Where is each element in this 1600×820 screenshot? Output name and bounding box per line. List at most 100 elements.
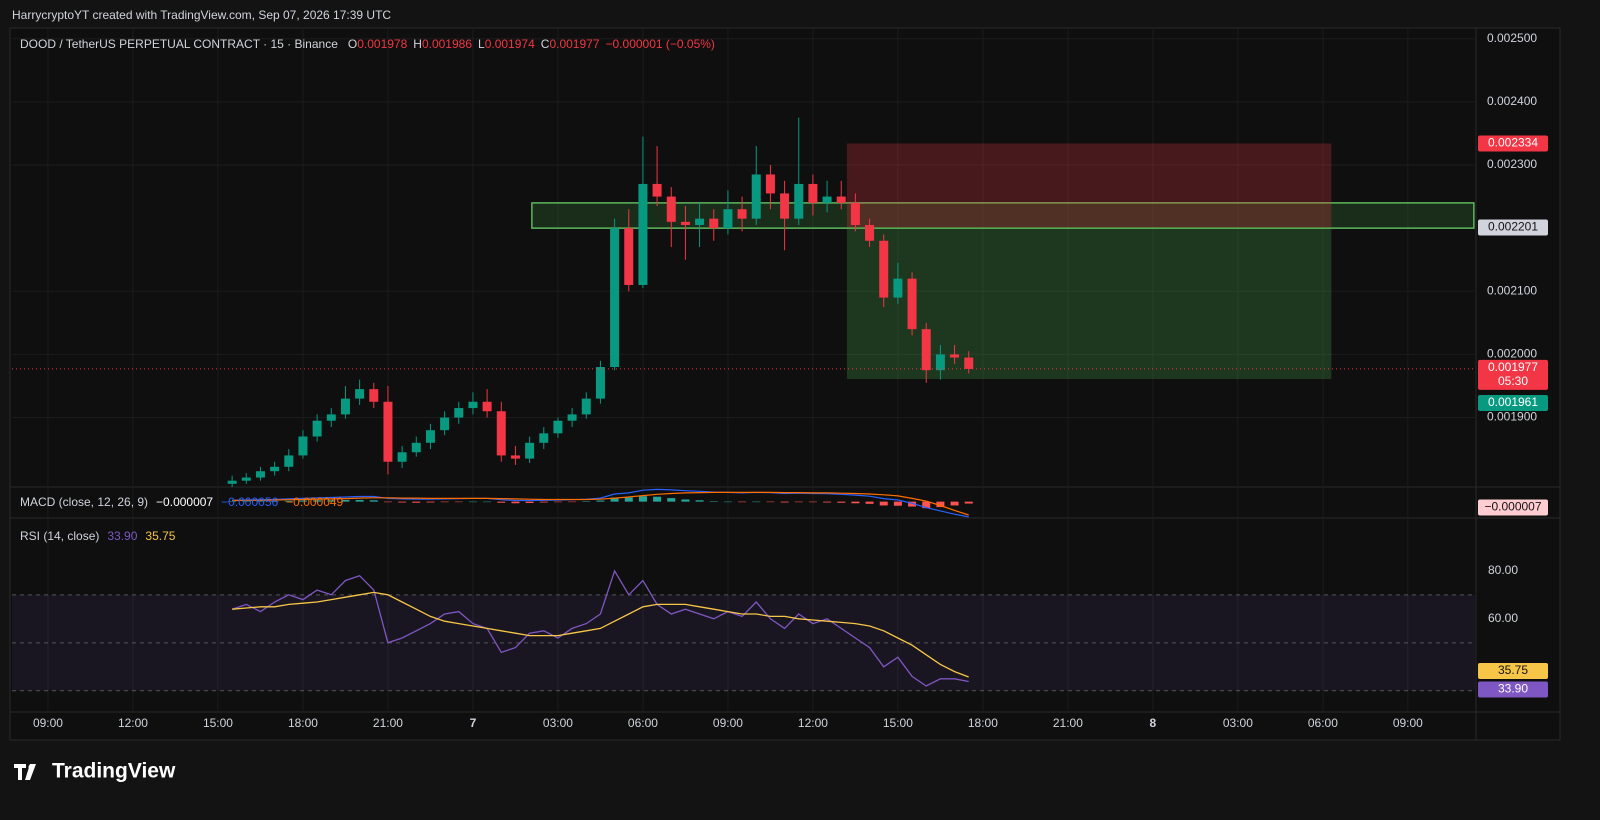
macd-histogram-bar	[624, 497, 633, 502]
macd-value-label: −0.000007	[1484, 500, 1541, 514]
macd-histogram-bar	[823, 501, 832, 503]
candle-body	[751, 174, 761, 219]
chart-frame	[9, 27, 1561, 741]
stop-price-label-bg	[1478, 135, 1548, 152]
candle-body	[270, 466, 280, 472]
entry-price-label-bg	[1478, 219, 1548, 236]
candle-body	[298, 436, 308, 456]
x-tick-label: 03:00	[543, 716, 573, 730]
macd-histogram-bar	[723, 501, 732, 503]
signal-line	[232, 491, 969, 516]
ohlc-value: 0.001986	[422, 37, 472, 51]
macd-histogram-bar	[242, 501, 251, 502]
macd-histogram-bar	[497, 501, 506, 503]
x-tick-label: 15:00	[883, 716, 913, 730]
candle-body	[822, 196, 832, 203]
x-tick-label: 06:00	[628, 716, 658, 730]
x-tick-label: 18:00	[288, 716, 318, 730]
macd-histogram-bar	[398, 501, 407, 503]
rsi-value: 33.90	[107, 529, 137, 543]
macd-histogram-bar	[936, 501, 945, 508]
candle-body	[454, 408, 464, 418]
macd-histogram-bar	[454, 501, 463, 503]
candle-body	[935, 354, 945, 371]
candle-body	[425, 430, 435, 443]
candle-body	[255, 471, 265, 478]
x-tick-label: 09:00	[713, 716, 743, 730]
logo-text: TradingView	[52, 760, 176, 783]
candle-body	[879, 240, 889, 298]
macd-histogram-bar	[808, 501, 817, 503]
macd-histogram-bar	[568, 501, 577, 503]
macd-line	[232, 488, 969, 518]
candle-body	[525, 442, 535, 459]
y-tick-label: 0.002300	[1487, 157, 1537, 171]
y-tick-label: 0.002100	[1487, 283, 1537, 297]
y-tick-label: 0.002000	[1487, 347, 1537, 361]
candle-body	[610, 228, 620, 368]
macd-histogram-bar	[709, 501, 718, 502]
rsi-ma-line	[232, 591, 969, 678]
candle-body	[921, 329, 931, 371]
candle-body	[723, 209, 733, 229]
rsi-tick-label: 80.00	[1488, 563, 1518, 577]
ohlc-label: C	[541, 37, 550, 51]
macd-histogram-bar	[752, 501, 761, 503]
candle-body	[595, 367, 605, 399]
macd-histogram-bar	[582, 501, 591, 502]
candle-body	[553, 420, 563, 434]
candle-body	[836, 196, 846, 203]
candle-body	[581, 398, 591, 415]
macd-histogram-bar	[327, 500, 336, 502]
macd-histogram-bar	[780, 501, 789, 503]
chart-legend: DOOD / TetherUS PERPETUAL CONTRACT · 15 …	[20, 37, 715, 51]
macd-histogram-bar	[553, 501, 562, 503]
candle-body	[950, 354, 960, 358]
symbol-title: DOOD / TetherUS PERPETUAL CONTRACT · 15 …	[20, 37, 338, 51]
ohlc-label: O	[348, 37, 357, 51]
stop-price-label: 0.002334	[1488, 136, 1538, 150]
candle-body	[907, 278, 917, 330]
candle-body	[567, 414, 577, 421]
macd-histogram-bar	[681, 499, 690, 502]
candle-body	[638, 183, 648, 285]
candle-body	[794, 183, 804, 219]
target-zone	[846, 227, 1332, 380]
candle-body	[340, 398, 350, 415]
candle-body	[652, 183, 662, 197]
macd-histogram-bar	[879, 501, 888, 506]
macd-histogram-bar	[383, 501, 392, 503]
ohlc-label: H	[413, 37, 422, 51]
macd-histogram-bar	[284, 500, 293, 502]
macd-histogram-bar	[228, 501, 237, 502]
candle-body	[369, 389, 379, 402]
attribution: HarrycryptoYT created with TradingView.c…	[12, 8, 391, 22]
last-price-label: 0.001977	[1488, 360, 1538, 374]
candle-body	[850, 202, 860, 225]
candle-body	[355, 389, 365, 399]
x-tick-label: 03:00	[1223, 716, 1253, 730]
macd-histogram-bar	[525, 501, 534, 503]
candle-body	[680, 221, 690, 225]
ohlc-label: L	[478, 37, 485, 51]
ohlc-value: 0.001974	[485, 37, 535, 51]
macd-histogram-bar	[539, 501, 548, 503]
x-tick-label: 21:00	[1053, 716, 1083, 730]
macd-histogram-bar	[468, 501, 477, 503]
candle-body	[482, 401, 492, 412]
candle-body	[411, 442, 421, 453]
macd-histogram-bar	[667, 498, 676, 502]
rsi-ma-label-bg	[1478, 663, 1548, 680]
x-tick-label: 8	[1150, 716, 1157, 730]
candle-body	[326, 414, 336, 421]
macd-histogram-bar	[412, 501, 421, 503]
candle-body	[496, 411, 506, 456]
logo-dot	[28, 764, 34, 770]
macd-histogram-bar	[766, 501, 775, 503]
macd-legend-value: −0.000049	[286, 495, 343, 509]
macd-histogram-bar	[341, 500, 350, 502]
macd-histogram-bar	[511, 501, 520, 504]
macd-legend: MACD (close, 12, 26, 9) −0.000007 −0.00005…	[20, 495, 344, 509]
macd-histogram-bar	[695, 500, 704, 502]
stop-zone	[846, 143, 1332, 228]
